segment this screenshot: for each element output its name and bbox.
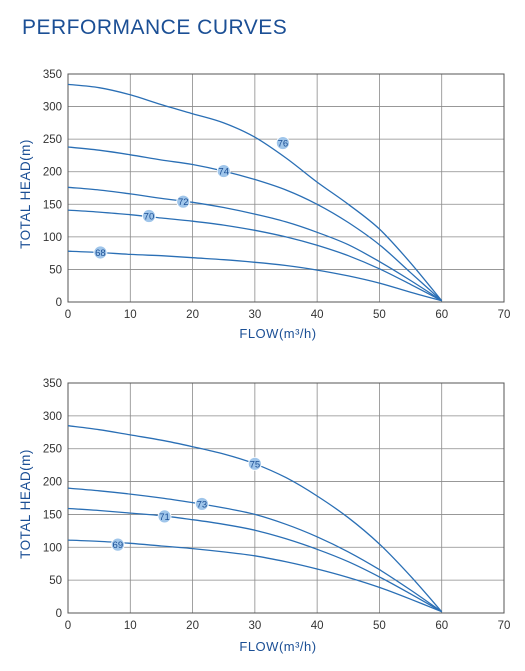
x-tick-label: 40 [311,620,324,632]
series-label-71: 71 [159,512,170,523]
x-tick-label: 70 [498,620,511,632]
series-line-69 [67,539,442,613]
grid [67,73,505,303]
plot-frame [67,382,505,614]
series-label-70: 70 [144,212,155,223]
performance-chart-top: 0 10 20 30 40 50 60 70 0 50 100 150 200 250 300 350 FLOW… [18,69,511,341]
x-tick-label: 20 [186,620,199,632]
y-tick-label: 150 [43,509,62,521]
x-tick-label: 10 [124,309,137,321]
y-tick-label: 100 [43,542,62,554]
y-tick-label: 300 [43,102,62,114]
series-label-72: 72 [178,197,189,208]
performance-chart-bottom: 0 10 20 30 40 50 60 70 0 50 100 150 200 250 300 350 FLOW… [18,378,511,654]
y-tick-label: 50 [49,575,62,587]
series-line-68 [67,250,442,302]
x-axis-label: FLOW(m³/h) [239,639,316,654]
x-tick-label: 70 [498,309,511,321]
series-line-71 [67,507,443,613]
y-tick-label: 300 [43,411,62,423]
x-tick-label: 20 [186,309,199,321]
x-axis-label: FLOW(m³/h) [239,326,316,341]
series-line-76 [67,83,443,302]
x-tick-label: 50 [373,620,386,632]
x-tick-label: 0 [65,309,71,321]
y-tick-label: 350 [43,378,62,390]
series-marker-74 [216,164,231,178]
x-tick-label: 60 [435,309,448,321]
plot-frame [67,73,505,303]
y-tick-label: 350 [43,69,62,81]
series-label-68: 68 [95,248,106,259]
series-marker-76 [275,136,290,150]
y-tick-label: 200 [43,167,62,179]
y-tick-label: 100 [43,232,62,244]
y-tick-label: 50 [49,264,62,276]
y-tick-label: 0 [56,297,62,309]
series-marker-71 [157,509,172,524]
series-marker-69 [110,537,125,552]
series-marker-73 [195,497,209,511]
series-line-73 [67,487,443,613]
series-label-73: 73 [197,499,208,510]
y-tick-label: 200 [43,477,62,489]
y-axis-label: TOTAL HEAD(m) [18,139,33,249]
x-tick-label: 60 [435,620,448,632]
series-marker-75 [247,456,262,471]
series-marker-70 [142,209,156,223]
x-tick-label: 40 [311,309,324,321]
series-line-70 [67,209,442,302]
series-label-75: 75 [250,459,261,470]
grid [67,382,505,614]
series-line-74 [67,146,443,302]
series-label-69: 69 [113,540,124,551]
x-tick-label: 50 [373,309,386,321]
page-title: PERFORMANCE CURVES [22,16,288,39]
y-tick-label: 250 [43,134,62,146]
series-label-76: 76 [278,139,289,150]
y-tick-label: 0 [56,608,62,620]
y-axis-label: TOTAL HEAD(m) [18,449,33,559]
y-tick-label: 150 [43,199,62,211]
series-label-74: 74 [218,167,229,178]
x-tick-label: 0 [65,620,71,632]
y-tick-label: 250 [43,444,62,456]
x-tick-label: 10 [124,620,137,632]
series-marker-72 [176,194,191,209]
series-marker-68 [93,245,108,260]
x-tick-label: 30 [248,309,261,321]
x-tick-label: 30 [248,620,261,632]
series-line-72 [67,186,443,302]
